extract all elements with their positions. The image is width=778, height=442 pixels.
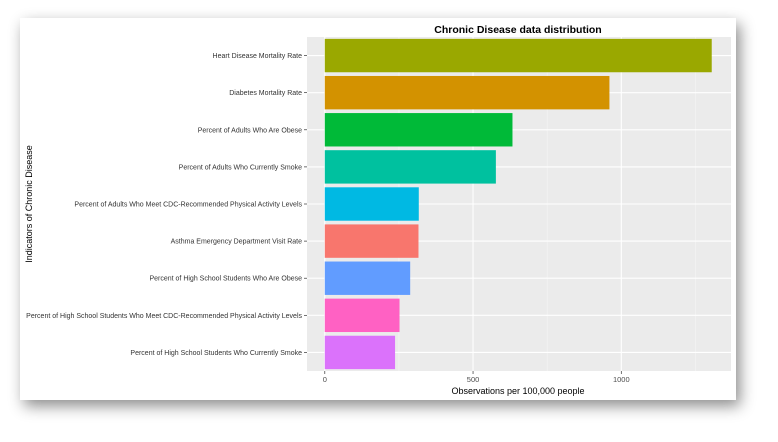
category-label: Percent of High School Students Who Are … [149, 276, 302, 283]
bar-chart: Chronic Disease data distribution Heart … [24, 24, 731, 396]
y-axis-title: Indicators of Chronic Disease [24, 145, 34, 263]
bar [324, 261, 411, 295]
category-label: Percent of High School Students Who Curr… [130, 350, 302, 357]
x-ticks: 0 500 1000 [323, 371, 630, 384]
category-label: Asthma Emergency Department Visit Rate [171, 239, 302, 246]
category-label: Percent of Adults Who Currently Smoke [179, 164, 302, 171]
bars [324, 38, 712, 370]
bar [324, 150, 496, 184]
x-axis-title: Observations per 100,000 people [451, 386, 584, 396]
category-label: Percent of High School Students Who Meet… [26, 313, 302, 320]
category-label: Percent of Adults Who Are Obese [198, 127, 302, 134]
category-label: Diabetes Mortality Rate [229, 90, 302, 97]
chart-card: Chronic Disease data distribution Heart … [20, 18, 736, 400]
bar [324, 335, 396, 370]
bar [324, 75, 610, 110]
bar [324, 224, 419, 258]
x-tick-label: 1000 [613, 375, 630, 384]
x-tick-label: 500 [467, 375, 480, 384]
category-label: Heart Disease Mortality Rate [213, 53, 303, 60]
x-tick-label: 0 [323, 375, 327, 384]
chart-title: Chronic Disease data distribution [434, 24, 601, 36]
bar [324, 113, 513, 147]
category-labels: Heart Disease Mortality Rate Diabetes Mor… [26, 53, 307, 357]
bar [324, 38, 712, 73]
bar [324, 187, 419, 221]
bar [324, 298, 400, 333]
category-label: Percent of Adults Who Meet CDC-Recommend… [74, 202, 302, 209]
